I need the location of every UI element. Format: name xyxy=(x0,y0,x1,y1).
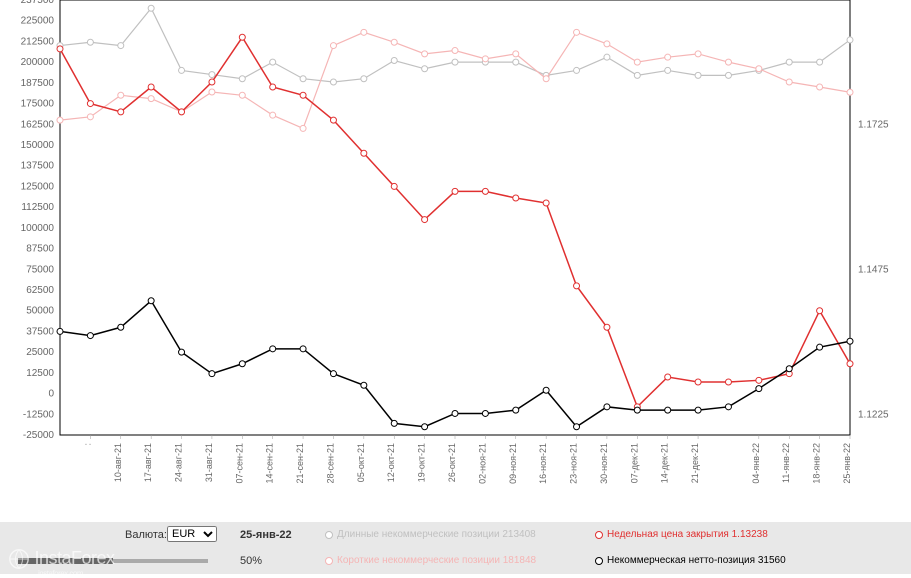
svg-text:09-ноя-21: 09-ноя-21 xyxy=(508,443,518,484)
svg-text:87500: 87500 xyxy=(26,244,54,255)
legend-date: 25-янв-22 xyxy=(240,529,292,541)
svg-text:162500: 162500 xyxy=(21,119,55,130)
svg-text:21-сен-21: 21-сен-21 xyxy=(295,443,305,484)
legend-label: Короткие некоммерческие позиции 181848 xyxy=(337,555,536,566)
svg-text:12500: 12500 xyxy=(26,368,54,379)
svg-text:150000: 150000 xyxy=(21,140,55,151)
svg-text:50000: 50000 xyxy=(26,306,54,317)
currency-label: Валюта: xyxy=(125,529,167,541)
svg-text:23-ноя-21: 23-ноя-21 xyxy=(569,443,579,484)
svg-text:187500: 187500 xyxy=(21,78,55,89)
svg-text:19-окт-21: 19-окт-21 xyxy=(417,443,427,482)
legend-marker-icon xyxy=(595,557,603,565)
svg-text:237500: 237500 xyxy=(21,0,55,6)
svg-text::: : xyxy=(82,443,92,446)
svg-text:75000: 75000 xyxy=(26,264,54,275)
legend-marker-icon xyxy=(595,531,603,539)
legend-item: Недельная цена закрытия 1.13238 xyxy=(595,529,768,540)
svg-text:10-авг-21: 10-авг-21 xyxy=(113,443,123,482)
legend-label: Некоммерческая нетто-позиция 31560 xyxy=(607,555,786,566)
svg-text:17-авг-21: 17-авг-21 xyxy=(143,443,153,482)
svg-text:02-ноя-21: 02-ноя-21 xyxy=(477,443,487,484)
svg-text:24-авг-21: 24-авг-21 xyxy=(174,443,184,482)
legend-marker-icon xyxy=(325,557,333,565)
svg-text:14-сен-21: 14-сен-21 xyxy=(265,443,275,484)
svg-text:21-дек-21: 21-дек-21 xyxy=(690,443,700,483)
legend-label: Длинные некоммерческие позиции 213408 xyxy=(337,529,536,540)
svg-text:31-авг-21: 31-авг-21 xyxy=(204,443,214,482)
svg-text:212500: 212500 xyxy=(21,36,55,47)
svg-text:1.1475: 1.1475 xyxy=(858,264,889,275)
svg-text:225000: 225000 xyxy=(21,16,55,27)
svg-text:0: 0 xyxy=(48,389,54,400)
legend-item: Длинные некоммерческие позиции 213408 xyxy=(325,529,536,540)
chart-container: -25000 -12500 0 12500 25000 37500 50000 62500 75… xyxy=(0,0,911,490)
svg-text:30-ноя-21: 30-ноя-21 xyxy=(599,443,609,484)
svg-text:37500: 37500 xyxy=(26,326,54,337)
svg-text:04-янв-22: 04-янв-22 xyxy=(751,443,761,484)
svg-text:62500: 62500 xyxy=(26,285,54,296)
bottom-bar: Валюта: EUR 25-янв-22 Длинные некоммерче… xyxy=(0,522,911,574)
svg-text:100000: 100000 xyxy=(21,223,55,234)
legend-label: Недельная цена закрытия 1.13238 xyxy=(607,529,768,540)
svg-text:26-окт-21: 26-окт-21 xyxy=(447,443,457,482)
svg-text:175000: 175000 xyxy=(21,99,55,110)
svg-text:137500: 137500 xyxy=(21,161,55,172)
svg-text:200000: 200000 xyxy=(21,57,55,68)
svg-text:-25000: -25000 xyxy=(23,430,55,441)
svg-text:14-дек-21: 14-дек-21 xyxy=(660,443,670,483)
svg-text:-12500: -12500 xyxy=(23,409,55,420)
svg-text:05-окт-21: 05-окт-21 xyxy=(356,443,366,482)
svg-text:125000: 125000 xyxy=(21,181,55,192)
svg-text:16-ноя-21: 16-ноя-21 xyxy=(538,443,548,484)
slider-fill xyxy=(18,558,113,564)
slider-pct: 50% xyxy=(240,555,262,567)
svg-text:07-сен-21: 07-сен-21 xyxy=(234,443,244,484)
svg-text:18-янв-22: 18-янв-22 xyxy=(812,443,822,484)
svg-text:28-сен-21: 28-сен-21 xyxy=(325,443,335,484)
legend-marker-icon xyxy=(325,531,333,539)
svg-text:25000: 25000 xyxy=(26,347,54,358)
legend-item: Некоммерческая нетто-позиция 31560 xyxy=(595,555,786,566)
currency-select[interactable]: EUR xyxy=(167,526,217,542)
legend-item: Короткие некоммерческие позиции 181848 xyxy=(325,555,536,566)
chart-svg: -25000 -12500 0 12500 25000 37500 50000 62500 75… xyxy=(0,0,911,520)
svg-text:12-окт-21: 12-окт-21 xyxy=(386,443,396,482)
svg-text:1.1725: 1.1725 xyxy=(858,119,889,130)
svg-text:07-дек-21: 07-дек-21 xyxy=(629,443,639,483)
svg-text:25-янв-22: 25-янв-22 xyxy=(842,443,852,484)
svg-text:1.1225: 1.1225 xyxy=(858,409,889,420)
svg-text:112500: 112500 xyxy=(21,202,54,213)
svg-text:11-янв-22: 11-янв-22 xyxy=(781,443,791,483)
